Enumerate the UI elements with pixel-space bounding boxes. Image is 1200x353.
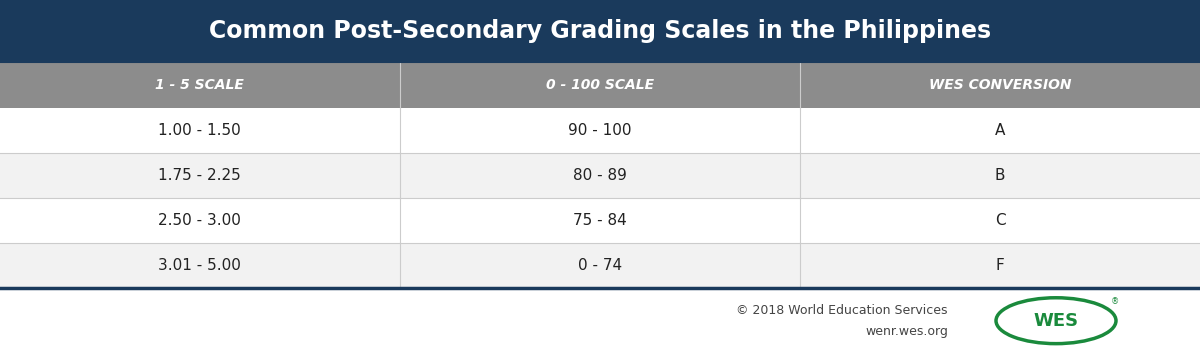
- FancyBboxPatch shape: [0, 198, 1200, 243]
- Text: 0 - 100 SCALE: 0 - 100 SCALE: [546, 78, 654, 92]
- Text: 90 - 100: 90 - 100: [569, 123, 631, 138]
- FancyBboxPatch shape: [0, 0, 1200, 62]
- Text: 1.75 - 2.25: 1.75 - 2.25: [158, 168, 241, 183]
- Ellipse shape: [996, 298, 1116, 344]
- Text: ®: ®: [1111, 297, 1118, 306]
- Text: wenr.wes.org: wenr.wes.org: [865, 325, 948, 338]
- FancyBboxPatch shape: [0, 243, 1200, 288]
- Text: A: A: [995, 123, 1006, 138]
- Text: 3.01 - 5.00: 3.01 - 5.00: [158, 258, 241, 273]
- Text: © 2018 World Education Services: © 2018 World Education Services: [737, 304, 948, 317]
- Text: 2.50 - 3.00: 2.50 - 3.00: [158, 213, 241, 228]
- Text: 1 - 5 SCALE: 1 - 5 SCALE: [155, 78, 245, 92]
- Text: WES: WES: [1033, 312, 1079, 330]
- Text: WES CONVERSION: WES CONVERSION: [929, 78, 1072, 92]
- Text: 0 - 74: 0 - 74: [578, 258, 622, 273]
- Text: C: C: [995, 213, 1006, 228]
- Text: 75 - 84: 75 - 84: [574, 213, 626, 228]
- FancyBboxPatch shape: [0, 108, 1200, 153]
- Text: F: F: [996, 258, 1004, 273]
- FancyBboxPatch shape: [0, 153, 1200, 198]
- Text: Common Post-Secondary Grading Scales in the Philippines: Common Post-Secondary Grading Scales in …: [209, 19, 991, 43]
- FancyBboxPatch shape: [0, 62, 1200, 108]
- Text: 80 - 89: 80 - 89: [574, 168, 626, 183]
- Text: 1.00 - 1.50: 1.00 - 1.50: [158, 123, 241, 138]
- Text: B: B: [995, 168, 1006, 183]
